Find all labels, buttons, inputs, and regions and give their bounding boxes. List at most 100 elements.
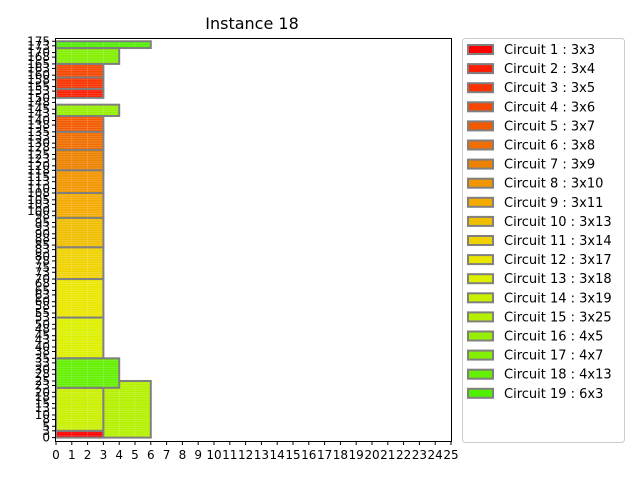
legend-label: Circuit 6 : 3x8 <box>504 139 595 154</box>
circuit-fill <box>56 317 104 359</box>
y-tick-label: 120 <box>27 159 50 173</box>
legend-label: Circuit 1 : 3x3 <box>504 43 595 58</box>
legend-item: Circuit 2 : 3x4 <box>467 62 595 77</box>
legend-label: Circuit 18 : 4x13 <box>504 368 612 383</box>
circuit-rect <box>55 87 105 99</box>
y-tick-label: 0 <box>42 431 50 445</box>
circuit-border <box>102 379 152 439</box>
legend-swatch <box>467 120 494 132</box>
y-tick-label: 150 <box>27 91 50 105</box>
legend-item: Circuit 7 : 3x9 <box>467 158 595 173</box>
x-tick-label: 18 <box>333 448 348 462</box>
circuit-fill <box>56 217 104 248</box>
circuit-rect <box>55 130 105 151</box>
y-tick-label: 35 <box>35 351 50 365</box>
y-tick-label: 48 <box>35 322 50 336</box>
circuit-fill <box>56 387 104 431</box>
y-tick-label: 3 <box>42 424 50 438</box>
circuit-rect <box>55 216 105 249</box>
legend-label: Circuit 4 : 3x6 <box>504 100 595 115</box>
x-tick-label: 25 <box>443 448 458 462</box>
y-tick-label: 63 <box>35 288 50 302</box>
y-tick-label: 148 <box>27 95 50 109</box>
legend-label: Circuit 9 : 3x11 <box>504 196 603 211</box>
y-tick-label: 125 <box>27 148 50 162</box>
y-tick-label: 40 <box>35 340 50 354</box>
y-tick-label: 13 <box>35 401 50 415</box>
circuit-rect <box>55 429 105 439</box>
y-tick-label: 90 <box>35 227 50 241</box>
y-tick-label: 100 <box>27 204 50 218</box>
legend-item: Circuit 4 : 3x6 <box>467 100 595 115</box>
legend-item: Circuit 19 : 6x3 <box>467 387 603 402</box>
legend-item: Circuit 15 : 3x25 <box>467 310 612 325</box>
y-tick-label: 140 <box>27 114 50 128</box>
legend-item: Circuit 3 : 3x5 <box>467 81 595 96</box>
y-tick-label: 10 <box>35 408 50 422</box>
y-tick-label: 173 <box>27 39 50 53</box>
circuit-rect <box>55 76 105 90</box>
y-tick-label: 20 <box>35 385 50 399</box>
y-tick-label: 143 <box>27 107 50 121</box>
chart-title: Instance 18 <box>205 14 299 33</box>
y-tick-label: 128 <box>27 141 50 155</box>
y-tick-label: 153 <box>27 84 50 98</box>
circuit-rect <box>55 386 105 432</box>
circuit-rect <box>55 357 121 389</box>
y-tick-label: 158 <box>27 73 50 87</box>
legend-swatch <box>467 368 494 380</box>
legend-label: Circuit 5 : 3x7 <box>504 119 595 134</box>
y-tick-label: 165 <box>27 57 50 71</box>
y-tick-label: 130 <box>27 136 50 150</box>
legend-swatch <box>467 273 494 285</box>
legend-swatch <box>467 139 494 151</box>
x-tick-label: 9 <box>194 448 202 462</box>
circuit-rect <box>55 40 152 50</box>
circuit-fill <box>56 247 104 280</box>
circuit-fill <box>56 193 104 218</box>
circuit-fill <box>56 88 104 98</box>
x-tick-label: 5 <box>131 448 139 462</box>
legend-item: Circuit 5 : 3x7 <box>467 119 595 134</box>
circuit-rect <box>55 192 105 219</box>
circuit-fill <box>56 131 104 150</box>
x-tick-label: 17 <box>317 448 332 462</box>
circuit-rect <box>55 278 105 319</box>
legend-item: Circuit 16 : 4x5 <box>467 330 603 345</box>
legend-label: Circuit 10 : 3x13 <box>504 215 612 230</box>
y-tick-label: 50 <box>35 317 50 331</box>
legend-item: Circuit 9 : 3x11 <box>467 196 603 211</box>
circuit-fill <box>56 149 104 171</box>
legend-label: Circuit 7 : 3x9 <box>504 158 595 173</box>
legend-item: Circuit 8 : 3x10 <box>467 177 603 192</box>
legend-label: Circuit 11 : 3x14 <box>504 234 612 249</box>
y-tick-label: 83 <box>35 243 50 257</box>
circuit-rect <box>55 115 105 133</box>
y-tick-label: 88 <box>35 231 50 245</box>
x-tick-label: 13 <box>254 448 269 462</box>
legend-item: Circuit 12 : 3x17 <box>467 253 612 268</box>
y-tick-label: 110 <box>27 181 50 195</box>
x-tick-label: 12 <box>238 448 253 462</box>
y-tick-label: 98 <box>35 209 50 223</box>
legend-label: Circuit 16 : 4x5 <box>504 330 603 345</box>
y-tick-label: 138 <box>27 118 50 132</box>
legend-label: Circuit 8 : 3x10 <box>504 177 603 192</box>
circuit-rect <box>102 379 152 439</box>
y-tick-label: 33 <box>35 356 50 370</box>
y-tick-label: 145 <box>27 102 50 116</box>
circuit-rect <box>55 62 105 79</box>
circuit-fill <box>56 430 104 438</box>
circuit-rect <box>55 169 105 195</box>
y-tick-label: 28 <box>35 367 50 381</box>
legend-swatch <box>467 82 494 94</box>
legend-label: Circuit 12 : 3x17 <box>504 253 612 268</box>
y-tick-label: 118 <box>27 163 50 177</box>
legend-item: Circuit 18 : 4x13 <box>467 368 612 383</box>
y-tick-label: 5 <box>42 419 50 433</box>
legend-swatch <box>467 101 494 113</box>
y-tick-label: 43 <box>35 333 50 347</box>
x-tick-label: 20 <box>364 448 379 462</box>
x-tick-label: 22 <box>396 448 411 462</box>
